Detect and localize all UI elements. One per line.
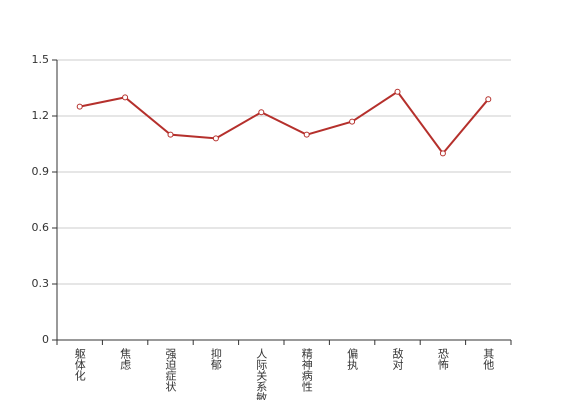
data-point xyxy=(349,118,356,125)
x-tick-label: 偏执 xyxy=(346,347,359,371)
data-point xyxy=(485,96,492,103)
x-tick-label: 恐怖 xyxy=(436,348,449,370)
y-tick-label: 0 xyxy=(42,333,49,346)
data-point xyxy=(303,131,310,138)
x-tick-label: 强迫症状 xyxy=(164,348,177,392)
x-tick-label: 焦虑 xyxy=(119,348,132,370)
y-tick-label: 0.6 xyxy=(32,221,50,234)
y-tick-label: 1.2 xyxy=(32,109,50,122)
x-tick-label: 精神病性 xyxy=(300,348,313,393)
data-point xyxy=(212,135,219,142)
data-line xyxy=(79,90,490,155)
data-point xyxy=(439,150,446,157)
y-tick-label: 1.5 xyxy=(32,53,50,66)
x-tick-label: 人际关系敏感 xyxy=(255,348,268,400)
data-point xyxy=(394,88,401,95)
y-tick-label: 0.3 xyxy=(32,277,50,290)
data-point xyxy=(122,94,129,101)
x-tick-label: 躯体化 xyxy=(73,348,86,382)
data-point xyxy=(258,109,265,116)
x-tick-label: 其他 xyxy=(482,348,495,370)
y-tick-label: 0.9 xyxy=(32,165,50,178)
data-point xyxy=(76,103,83,110)
x-tick-label: 敌对 xyxy=(391,347,404,370)
x-tick-label: 抑郁 xyxy=(209,347,222,370)
data-point xyxy=(167,131,174,138)
